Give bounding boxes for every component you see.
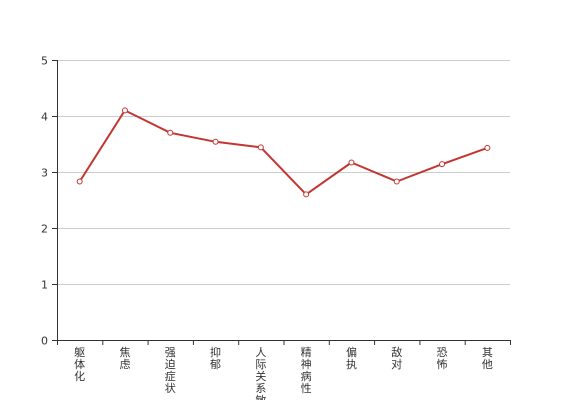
x-tick-label: 躯体化 bbox=[74, 346, 85, 383]
data-point bbox=[303, 191, 310, 198]
x-tick-label: 敌对 bbox=[391, 345, 402, 371]
data-point bbox=[121, 107, 128, 114]
series-layer bbox=[76, 107, 491, 198]
axes bbox=[52, 60, 511, 345]
x-tick-label: 抑郁 bbox=[210, 345, 221, 371]
data-point bbox=[348, 159, 355, 166]
x-tick-label: 恐怖 bbox=[437, 346, 448, 371]
data-point bbox=[167, 129, 174, 136]
x-tick-label: 精神病性 bbox=[301, 346, 312, 395]
x-tick-labels: 躯体化 焦虑 强迫症状 抑郁 人际关系敏感 精神病性 偏执 敌对 恐怖 其他 bbox=[74, 345, 493, 404]
data-point bbox=[257, 144, 264, 151]
y-tick-label: 5 bbox=[41, 55, 48, 68]
y-tick-label: 3 bbox=[41, 167, 48, 180]
x-tick-label: 焦虑 bbox=[119, 346, 130, 371]
data-point bbox=[484, 144, 491, 151]
y-tick-label: 0 bbox=[41, 335, 48, 348]
y-tick-labels: 0 1 2 3 4 5 bbox=[41, 55, 48, 348]
grid-lines bbox=[57, 60, 510, 285]
y-tick-label: 1 bbox=[41, 279, 48, 292]
data-point bbox=[212, 138, 219, 145]
x-tick-label: 偏执 bbox=[346, 345, 357, 371]
data-point bbox=[76, 178, 83, 185]
data-point bbox=[439, 161, 446, 168]
y-tick-label: 2 bbox=[41, 223, 48, 236]
x-tick-label: 人际关系敏感 bbox=[255, 346, 266, 400]
x-tick-label: 强迫症状 bbox=[165, 346, 176, 395]
series-line bbox=[78, 109, 488, 196]
data-point bbox=[393, 178, 400, 185]
x-tick-label: 其他 bbox=[482, 346, 493, 371]
y-tick-label: 4 bbox=[41, 111, 48, 124]
